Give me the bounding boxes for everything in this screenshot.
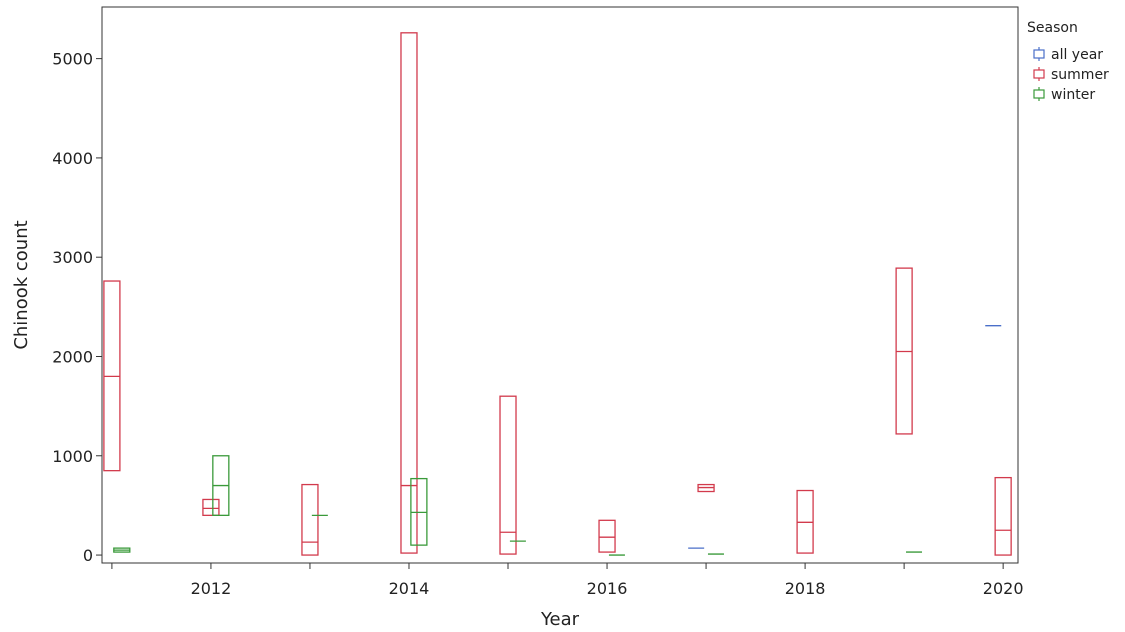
legend-label: all year xyxy=(1051,47,1103,63)
x-tick-label: 2016 xyxy=(587,579,628,598)
box-summer xyxy=(103,280,121,472)
legend-symbol xyxy=(1033,89,1045,99)
legend-label: summer xyxy=(1051,67,1109,83)
box-summer xyxy=(796,489,814,554)
box-summer xyxy=(598,519,616,553)
x-axis-title: Year xyxy=(540,609,580,630)
box-summer xyxy=(895,267,913,435)
box-series xyxy=(103,32,1012,556)
plot-frame xyxy=(101,6,1019,564)
box-rect xyxy=(400,32,418,554)
legend-item: winter xyxy=(1033,87,1095,103)
y-axis-title: Chinook count xyxy=(11,220,32,349)
y-tick-label: 1000 xyxy=(52,447,93,466)
box-rect xyxy=(202,498,220,516)
box-summer xyxy=(994,476,1012,556)
y-tick-label: 3000 xyxy=(52,248,93,267)
x-tick-label: 2020 xyxy=(983,579,1024,598)
box-winter xyxy=(410,477,428,546)
box-summer xyxy=(697,483,715,493)
x-tick-label: 2014 xyxy=(389,579,430,598)
y-tick-label: 0 xyxy=(83,546,93,565)
x-tick-label: 2012 xyxy=(191,579,232,598)
box-rect xyxy=(598,519,616,553)
y-tick-label: 2000 xyxy=(52,347,93,366)
legend-symbol xyxy=(1033,49,1045,59)
x-axis: 2012 2014 2016 2018 2020 xyxy=(111,563,1024,598)
y-axis: 0 1000 2000 3000 4000 5000 xyxy=(52,50,102,565)
box-summer xyxy=(400,32,418,554)
y-tick-label: 5000 xyxy=(52,50,93,69)
legend-item: summer xyxy=(1033,67,1109,83)
box-rect xyxy=(499,395,517,555)
box-summer xyxy=(499,395,517,555)
box-rect xyxy=(994,476,1012,556)
box-summer xyxy=(301,483,319,556)
legend-title: Season xyxy=(1027,20,1078,36)
legend: Season all year summer winter xyxy=(1027,20,1109,103)
box-winter xyxy=(113,547,131,553)
legend-label: winter xyxy=(1051,87,1095,103)
box-winter xyxy=(212,455,230,516)
box-rect xyxy=(301,483,319,556)
box-summer xyxy=(202,498,220,516)
legend-symbol xyxy=(1033,69,1045,79)
y-tick-label: 4000 xyxy=(52,149,93,168)
legend-item: all year xyxy=(1033,47,1103,63)
x-tick-label: 2018 xyxy=(785,579,826,598)
